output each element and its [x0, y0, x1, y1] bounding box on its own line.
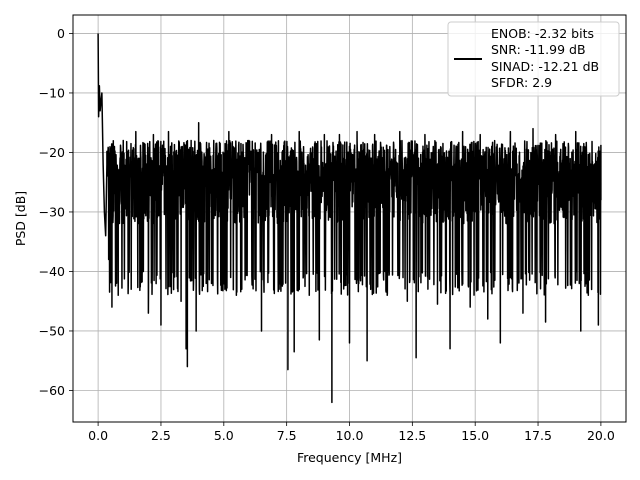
x-tick-label: 7.5	[277, 428, 297, 443]
legend-label-sfdr: SFDR: 2.9	[491, 75, 552, 90]
y-tick-label: −50	[39, 323, 65, 338]
x-tick-label: 2.5	[151, 428, 171, 443]
psd-trace-group	[97, 33, 602, 404]
y-axis-title: PSD [dB]	[13, 191, 28, 246]
y-tick-label: −30	[39, 204, 65, 219]
x-tick-label: 0.0	[88, 428, 108, 443]
x-tick-label: 5.0	[214, 428, 234, 443]
x-axis-title: Frequency [MHz]	[297, 450, 402, 465]
x-tick-label: 20.0	[587, 428, 615, 443]
x-tick-label: 17.5	[524, 428, 552, 443]
legend-label-snr: SNR: -11.99 dB	[491, 42, 586, 57]
legend-label-sinad: SINAD: -12.21 dB	[491, 59, 599, 74]
y-axis-ticks: 0 −10 −20 −30 −40 −50 −60	[39, 26, 73, 398]
x-tick-label: 10.0	[336, 428, 364, 443]
y-tick-label: −10	[39, 85, 65, 100]
y-tick-label: −20	[39, 145, 65, 160]
psd-trace-line	[97, 33, 602, 404]
y-tick-label: −40	[39, 264, 65, 279]
y-tick-label: −60	[39, 383, 65, 398]
x-tick-label: 15.0	[461, 428, 489, 443]
legend-label-enob: ENOB: -2.32 bits	[491, 26, 594, 41]
legend: ENOB: -2.32 bits SNR: -11.99 dB SINAD: -…	[447, 21, 620, 97]
y-tick-label: 0	[57, 26, 65, 41]
legend-box	[447, 21, 620, 97]
x-axis-ticks: 0.0 2.5 5.0 7.5 10.0 12.5 15.0 17.5 20.0	[88, 422, 615, 443]
x-tick-label: 12.5	[398, 428, 426, 443]
